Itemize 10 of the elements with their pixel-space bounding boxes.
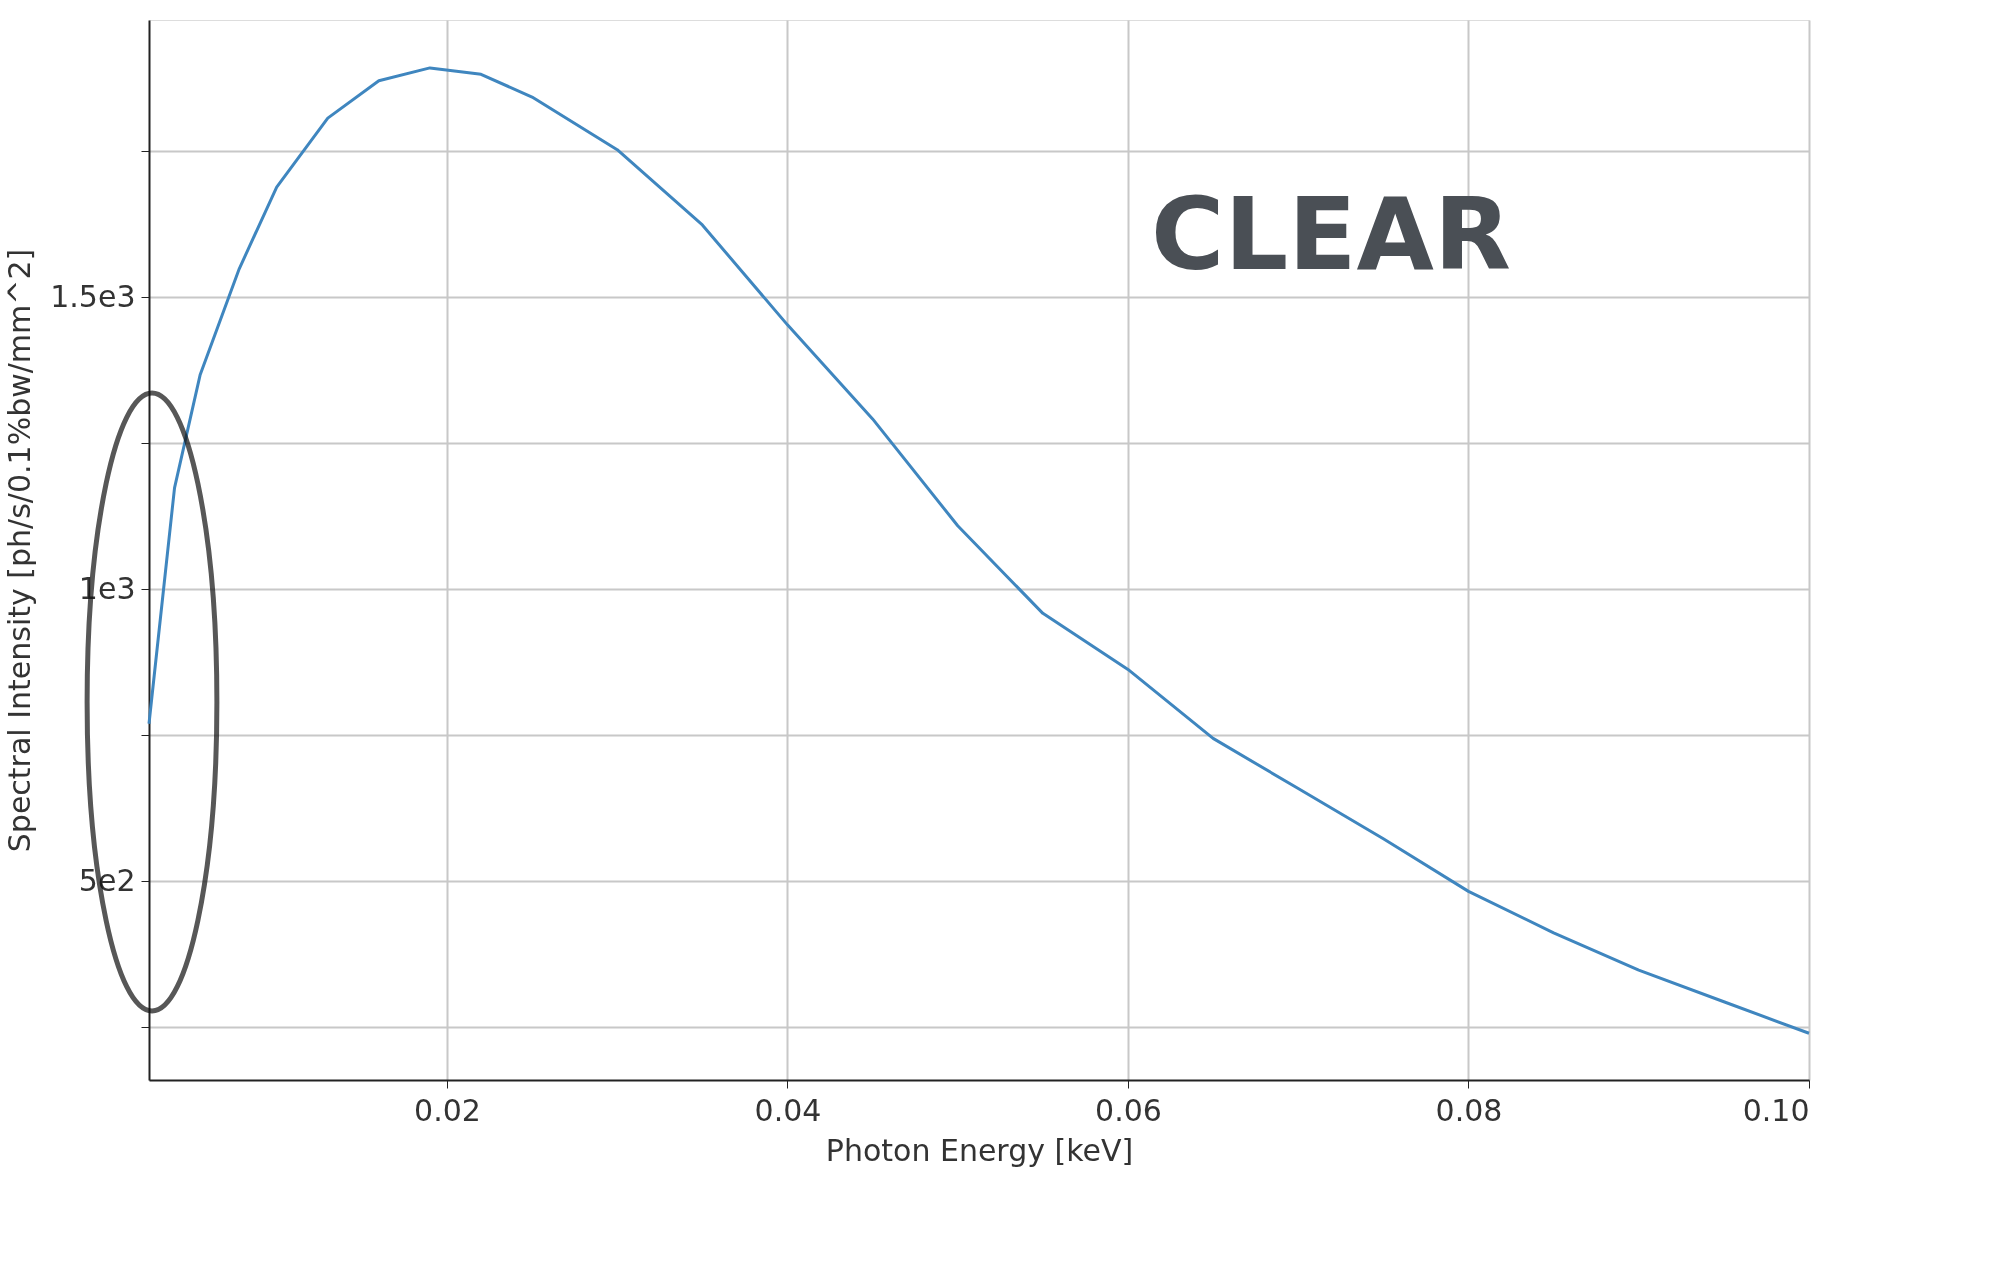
annotation: CLEAR [1151,176,1511,293]
x-axis-title: Photon Energy [keV] [825,1132,1134,1168]
x-tick-label: 0.02 [414,1092,481,1128]
y-tick-label: 1.5e3 [50,278,136,314]
y-axis-title: Spectral Intensity [ph/s/0.1%bw/mm^2] [2,248,38,853]
x-tick-label: 0.10 [1742,1092,1810,1128]
line-series [147,66,1811,1035]
x-tick-label: 0.08 [1435,1092,1503,1128]
x-tick-label: 0.06 [1095,1092,1162,1128]
x-tick-label: 0.04 [754,1092,822,1128]
